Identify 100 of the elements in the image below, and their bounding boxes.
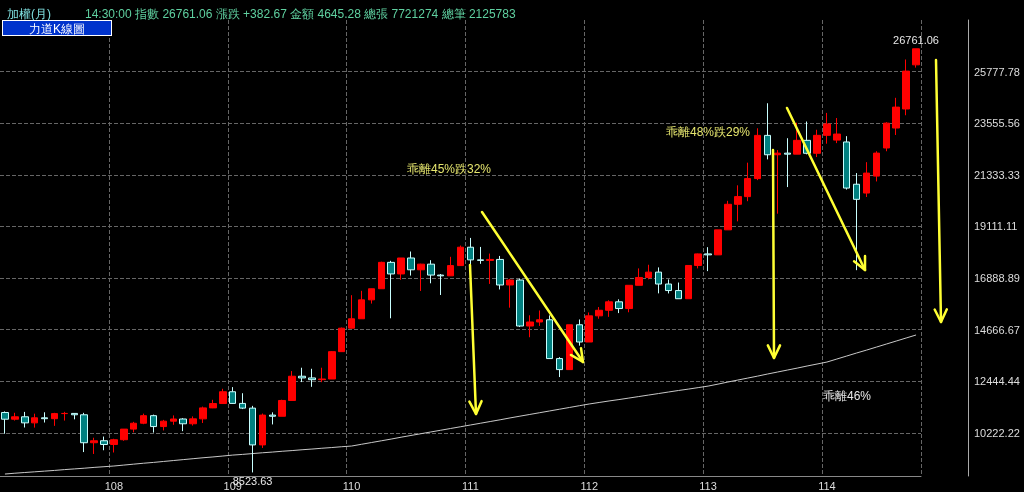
candlestick — [71, 412, 78, 420]
candlestick — [80, 412, 88, 453]
candlestick — [90, 437, 98, 455]
candlestick — [823, 112, 831, 145]
y-tick-label: 12444.44 — [974, 375, 1020, 388]
candlestick — [21, 411, 29, 428]
candlestick — [536, 309, 543, 327]
candlestick — [496, 255, 504, 290]
candlestick — [764, 102, 771, 160]
candlestick — [179, 417, 187, 432]
candlestick — [189, 415, 197, 427]
candlestick — [51, 412, 58, 427]
candlestick — [833, 117, 841, 144]
candlestick — [704, 246, 712, 272]
candlestick — [645, 264, 652, 280]
candlestick — [269, 411, 276, 425]
candlestick — [516, 278, 524, 328]
x-tick-label: 113 — [699, 479, 717, 492]
y-tick-label: 14666.67 — [974, 323, 1020, 336]
candlestick — [1, 410, 9, 435]
annotation: 乖離46% — [823, 389, 872, 403]
candlestick — [447, 256, 454, 277]
candlestick — [427, 259, 435, 284]
candlestick — [378, 261, 385, 290]
candlestick — [665, 278, 672, 294]
candlestick — [734, 184, 742, 222]
candlestick — [358, 290, 365, 320]
candlestick — [150, 414, 157, 434]
candlestick — [873, 150, 880, 182]
candlestick — [714, 229, 722, 256]
annotation: 26761.06 — [893, 34, 939, 47]
candlestick — [209, 399, 217, 409]
candlestick — [407, 251, 415, 277]
candlestick — [605, 299, 613, 318]
candlestick — [259, 413, 266, 449]
candlestick — [437, 273, 444, 296]
candlestick — [774, 149, 781, 215]
candlestick — [486, 253, 494, 285]
candlestick — [368, 288, 375, 305]
y-tick-label: 16888.89 — [974, 272, 1020, 285]
tab-label: 力道K線圖 — [2, 20, 112, 36]
candlestick — [477, 246, 484, 265]
candlestick — [160, 419, 167, 431]
candlestick — [199, 406, 207, 424]
candlestick — [387, 260, 395, 319]
candlestick — [675, 282, 682, 300]
candlestick — [288, 370, 296, 401]
candlestick — [506, 278, 514, 309]
candlestick — [863, 161, 870, 198]
x-tick-label: 111 — [462, 479, 479, 492]
candlestick — [635, 267, 643, 286]
candlestick — [170, 414, 177, 426]
candlestick — [239, 392, 246, 410]
candlestick — [784, 137, 791, 188]
y-tick-label: 21333.33 — [974, 168, 1020, 181]
candlestick — [328, 350, 336, 380]
candlestick — [615, 298, 623, 314]
x-tick-label: 108 — [104, 479, 124, 492]
x-tick-label: 110 — [342, 479, 361, 492]
x-tick-label: 114 — [818, 479, 836, 492]
candlestick — [348, 294, 355, 329]
candlestick — [318, 367, 326, 383]
candlestick — [694, 253, 702, 269]
candlestick — [724, 200, 732, 231]
candlestick — [457, 245, 464, 267]
candlestick — [655, 266, 662, 294]
y-tick-label: 19111.11 — [974, 220, 1018, 233]
candlestick — [467, 237, 474, 265]
candlestick — [843, 135, 850, 191]
candlestick — [744, 162, 751, 202]
candlestick — [883, 121, 890, 152]
y-tick-label: 23555.56 — [974, 117, 1020, 130]
candlestick — [41, 411, 48, 424]
candlestick — [308, 368, 316, 388]
y-tick-label: 10222.22 — [974, 426, 1020, 439]
candlestick — [902, 58, 910, 116]
candlestick — [229, 386, 236, 405]
candlestick — [110, 438, 118, 453]
candlestick — [892, 97, 900, 136]
candlestick — [120, 428, 128, 442]
chart-subtitle: 14:30:00 指數 26761.06 漲跌 +382.67 金額 4645.28 總張 7721274 總筆 2125783 — [85, 7, 516, 21]
candlestick — [338, 327, 345, 353]
candlestick — [595, 306, 603, 320]
candlestick — [298, 367, 306, 383]
candlestick — [249, 405, 256, 473]
candlestick — [11, 412, 19, 422]
candlestick — [526, 314, 534, 338]
candlestick — [813, 129, 821, 158]
candlestick — [130, 421, 137, 433]
candlestick — [61, 411, 68, 422]
candlestick — [417, 263, 425, 292]
candlestick — [219, 388, 227, 405]
candlestick — [754, 127, 761, 181]
annotation: 乖離45%跌32% — [407, 162, 492, 176]
candlestick — [685, 264, 692, 300]
candlestick — [912, 48, 920, 69]
candlestick — [140, 413, 147, 425]
annotation: 乖離48%跌29% — [666, 125, 751, 139]
candlestick — [31, 413, 38, 429]
candlestick — [397, 257, 405, 281]
